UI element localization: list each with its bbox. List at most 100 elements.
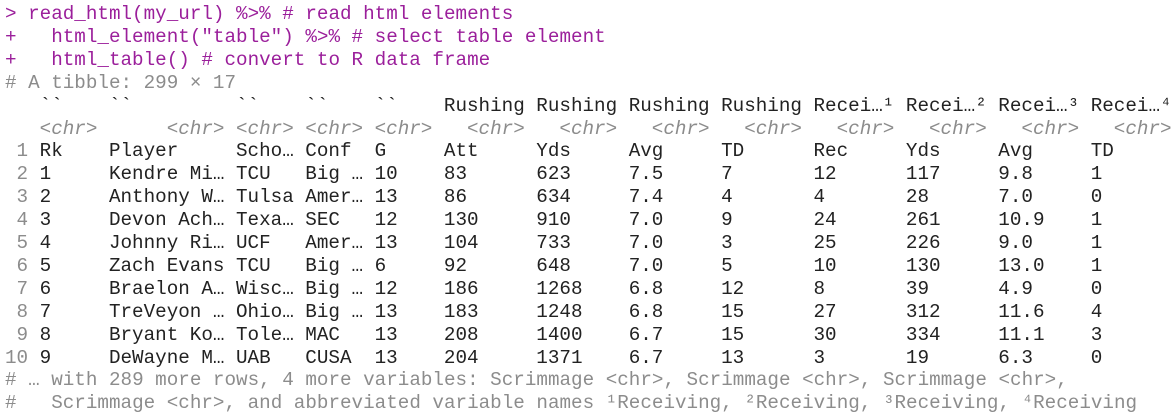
table-cell: 1 — [1090, 254, 1103, 277]
table-cell: Big … — [305, 254, 364, 277]
row-number: 5 — [16, 232, 29, 254]
table-cell: 11.6 — [998, 300, 1045, 323]
column-header: Rushing — [536, 94, 618, 117]
table-cell: 208 — [443, 323, 479, 346]
table-cell: 204 — [443, 346, 479, 369]
table-cell: 6.8 — [628, 277, 664, 300]
table-cell: 1400 — [536, 323, 583, 346]
table-cell: Devon Ach… — [108, 209, 225, 232]
table-cell: 92 — [443, 254, 467, 277]
table-cell: 83 — [443, 163, 467, 186]
table-cell: 13 — [374, 346, 398, 369]
table-cell: 334 — [905, 323, 941, 346]
column-header: Recei…² — [905, 94, 987, 117]
table-cell: 27 — [813, 300, 837, 323]
table-cell: 25 — [813, 232, 837, 254]
table-cell: 4 — [1090, 300, 1103, 323]
prompt: + — [5, 25, 17, 48]
row-number: 3 — [16, 186, 29, 209]
table-cell: Braelon A… — [108, 277, 225, 300]
column-header: Recei…³ — [998, 94, 1080, 117]
row-number: 1 — [16, 140, 29, 163]
table-cell: 19 — [905, 346, 929, 369]
column-header: `` — [236, 94, 260, 117]
row-number: 9 — [16, 323, 29, 346]
table-cell: TCU — [236, 163, 271, 186]
table-cell: Big … — [305, 300, 364, 323]
table-cell: TreVeyon … — [108, 300, 225, 323]
table-cell: 6.7 — [628, 323, 664, 346]
table-cell: 186 — [443, 277, 479, 300]
table-cell: 7 — [721, 163, 733, 186]
column-type: <chr> — [744, 117, 802, 140]
column-header: Recei…¹ — [813, 94, 895, 117]
table-cell: 9 — [721, 209, 733, 232]
column-type: <chr> — [236, 117, 294, 140]
table-cell: 13 — [374, 232, 398, 254]
table-cell: 3 — [39, 209, 52, 232]
table-cell: DeWayne M… — [108, 346, 225, 369]
table-cell: 1268 — [536, 277, 583, 300]
table-cell: 2 — [39, 186, 52, 209]
table-cell: 7.0 — [998, 186, 1033, 209]
table-cell: 1248 — [536, 300, 583, 323]
table-cell: 7.4 — [628, 186, 664, 209]
table-cell: 12 — [374, 277, 398, 300]
code-input: read_html(my_url) %>% # read html elemen… — [28, 3, 514, 25]
table-cell: UAB — [236, 346, 271, 369]
table-cell: 15 — [721, 323, 745, 346]
table-cell: 86 — [443, 186, 467, 209]
table-cell: G — [374, 140, 387, 163]
table-cell: 1 — [1090, 163, 1103, 186]
table-cell: 13 — [721, 346, 745, 369]
table-cell: 6 — [39, 277, 52, 300]
table-cell: Bryant Ko… — [108, 323, 225, 346]
column-type: <chr> — [836, 117, 895, 140]
column-type: <chr> — [929, 117, 987, 140]
table-cell: Wisc… — [236, 277, 294, 300]
row-number: 7 — [16, 277, 29, 300]
table-cell: 9.8 — [998, 163, 1033, 186]
table-cell: Rk — [39, 140, 63, 163]
table-cell: Big … — [305, 277, 364, 300]
table-cell: 13 — [374, 186, 398, 209]
row-number: 2 — [16, 163, 29, 186]
table-cell: 12 — [721, 277, 745, 300]
table-cell: 0 — [1090, 277, 1103, 300]
column-type: <chr> — [467, 117, 525, 140]
table-cell: 130 — [905, 254, 941, 277]
column-header: Rushing — [443, 94, 525, 117]
column-type: <chr> — [39, 117, 98, 140]
table-cell: 7.0 — [628, 254, 664, 277]
column-header: `` — [305, 94, 329, 117]
table-cell: 312 — [905, 300, 941, 323]
table-cell: Player — [108, 140, 179, 163]
table-cell: 13 — [374, 300, 398, 323]
table-cell: 910 — [536, 209, 571, 232]
table-cell: Big … — [305, 163, 364, 186]
row-number: 6 — [16, 254, 29, 277]
table-cell: Yds — [536, 140, 571, 163]
table-cell: UCF — [236, 232, 271, 254]
table-cell: 4 — [813, 186, 826, 209]
column-type: <chr> — [1021, 117, 1080, 140]
table-cell: Texa… — [236, 209, 294, 232]
table-cell: 226 — [905, 232, 941, 254]
table-cell: 3 — [721, 232, 733, 254]
column-header: Rushing — [628, 94, 710, 117]
footer-note: # Scrimmage <chr>, and abbreviated varia… — [5, 392, 1138, 415]
table-cell: 130 — [443, 209, 479, 232]
table-cell: 623 — [536, 163, 571, 186]
table-cell: 13 — [374, 323, 398, 346]
table-cell: Zach Evans — [108, 254, 225, 277]
table-cell: Conf — [305, 140, 352, 163]
table-cell: 7.0 — [628, 209, 664, 232]
table-cell: 30 — [813, 323, 837, 346]
table-cell: 10 — [374, 163, 398, 186]
column-type: <chr> — [166, 117, 225, 140]
table-cell: 1 — [1090, 232, 1103, 254]
prompt: > — [5, 3, 17, 25]
table-cell: Scho… — [236, 140, 294, 163]
table-cell: 10.9 — [998, 209, 1045, 232]
